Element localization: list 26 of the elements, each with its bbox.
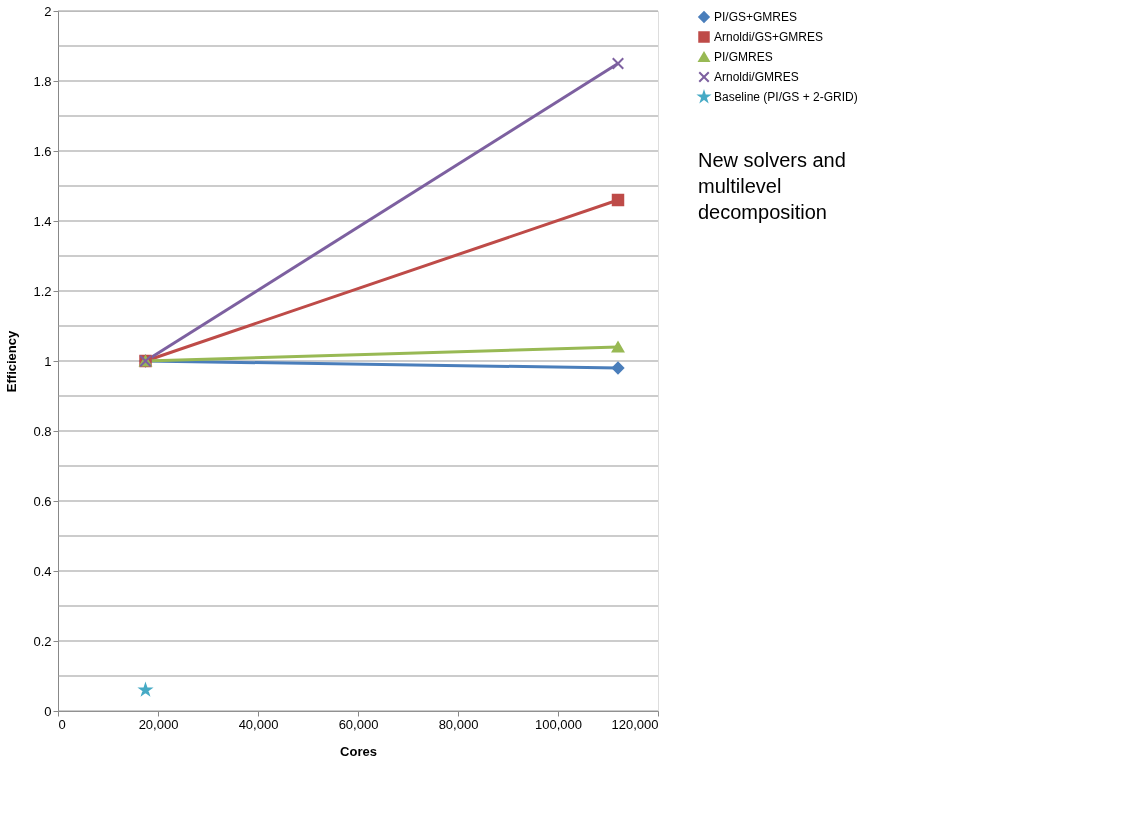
text: New solvers and multilevel decomposition	[698, 149, 846, 223]
legend-label: PI/GMRES	[714, 50, 773, 64]
legend-label: Arnoldi/GS+GMRES	[714, 30, 824, 44]
x-tick-label: 80,000	[438, 716, 479, 732]
y-tick-label: 2	[44, 3, 52, 19]
y-tick-label: 1.6	[33, 143, 52, 159]
x-tick-label: 40,000	[238, 716, 279, 732]
y-axis-title: Efficiency	[4, 330, 20, 393]
y-tick-label: 0.4	[33, 563, 52, 579]
y-tick-label: 1	[44, 353, 52, 369]
y-tick-label: 0.6	[33, 493, 52, 509]
x-tick-label: 60,000	[338, 716, 379, 732]
legend-label: PI/GS+GMRES	[714, 10, 798, 24]
y-tick-label: 1.4	[33, 213, 52, 229]
x-tick-label: 20,000	[138, 716, 179, 732]
y-tick-label: 1.8	[33, 73, 52, 89]
x-tick-label: 120,000	[611, 716, 659, 732]
x-tick-label: 0	[58, 716, 66, 732]
legend-label: Baseline (PI/GS + 2-GRID)	[714, 90, 858, 104]
y-tick-label: 0.2	[33, 633, 52, 649]
x-tick-label: 100,000	[535, 716, 582, 732]
legend-label: Arnoldi/GMRES	[714, 70, 799, 84]
y-tick-label: 0	[44, 703, 52, 719]
y-tick-label: 0.8	[33, 423, 52, 439]
x-axis-title: Cores	[340, 743, 377, 759]
y-tick-label: 1.2	[33, 283, 52, 299]
